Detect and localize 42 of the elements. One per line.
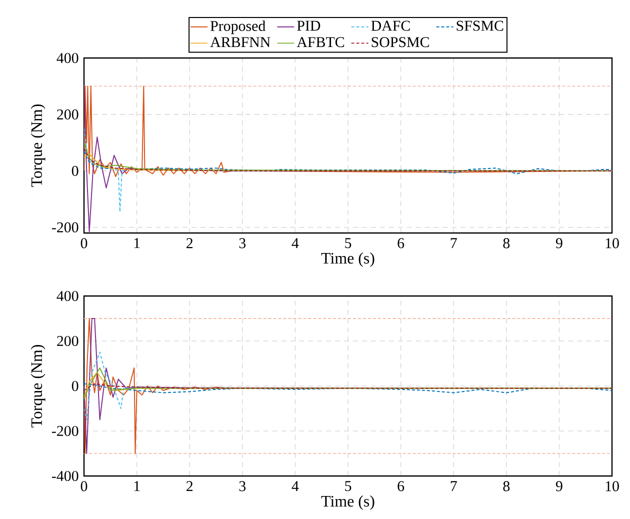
- legend-label: DAFC: [371, 20, 410, 31]
- x-tick-label: 6: [398, 481, 404, 492]
- x-tick-label: 8: [503, 481, 510, 492]
- x-tick-label: 10: [606, 481, 619, 492]
- x-tick-label: 2: [186, 238, 193, 248]
- x-tick-label: 3: [239, 238, 246, 248]
- x-tick-label: 0: [80, 238, 88, 248]
- x-tick-label: 4: [292, 481, 299, 492]
- x-tick-label: 9: [556, 481, 562, 492]
- y-tick-label: -200: [52, 426, 78, 436]
- x-tick-label: 7: [450, 481, 457, 491]
- x-tick-label: 3: [239, 481, 246, 492]
- x-tick-label: 5: [345, 238, 352, 248]
- legend-label: Proposed: [210, 20, 266, 34]
- y-tick-label: 400: [56, 290, 78, 302]
- y-tick-label: 0: [72, 166, 78, 176]
- x-tick-label: 7: [450, 238, 457, 248]
- legend-label: SFSMC: [456, 20, 504, 31]
- y-axis-title: Torque (Nm): [30, 344, 46, 428]
- x-axis-title: Time (s): [321, 252, 374, 267]
- x-axis-title: Time (s): [321, 495, 374, 510]
- x-tick-label: 2: [186, 481, 193, 492]
- y-tick-label: -400: [52, 470, 78, 482]
- x-tick-label: 10: [606, 238, 619, 248]
- x-tick-label: 1: [134, 238, 140, 248]
- legend-label: AFBTC: [296, 37, 344, 48]
- y-axis-title: Torque (Nm): [30, 104, 46, 187]
- x-tick-label: 9: [556, 238, 562, 248]
- y-tick-label: 200: [57, 109, 78, 120]
- y-tick-label: 0: [72, 380, 78, 392]
- x-tick-label: 8: [503, 238, 510, 248]
- legend-label: SOPSMC: [372, 37, 429, 48]
- x-tick-label: 0: [80, 481, 88, 492]
- x-tick-label: 5: [345, 481, 352, 492]
- legend-label: PID: [297, 20, 320, 31]
- x-tick-label: 6: [398, 238, 404, 248]
- y-tick-label: 200: [57, 336, 78, 346]
- legend-label: ARBFNN: [210, 37, 270, 48]
- x-tick-label: 1: [134, 481, 140, 492]
- x-tick-label: 4: [292, 238, 299, 248]
- y-tick-label: -200: [52, 222, 78, 232]
- y-tick-label: 400: [56, 52, 78, 64]
